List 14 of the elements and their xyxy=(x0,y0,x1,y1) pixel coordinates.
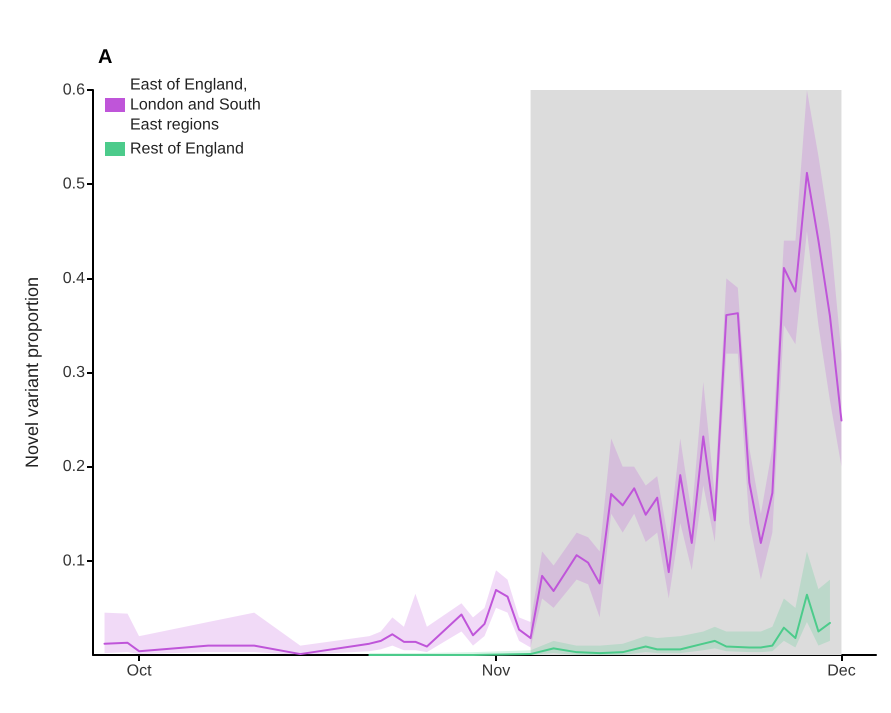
y-tick-label: 0.5 xyxy=(62,176,86,193)
chart-title: A xyxy=(98,46,112,68)
y-tick-label: 0.2 xyxy=(62,458,86,476)
legend-label: Rest of England xyxy=(130,140,244,158)
x-tick-label: Dec xyxy=(827,662,856,680)
y-tick-label: 0.6 xyxy=(62,82,86,98)
y-tick-label: 0.1 xyxy=(62,552,86,570)
y-tick-label: 0.3 xyxy=(62,364,86,381)
x-tick-label: Oct xyxy=(126,662,152,680)
y-tick-label: 0.4 xyxy=(62,270,86,287)
legend-label: East of England, London and South East regions xyxy=(130,76,266,134)
line-series xyxy=(368,594,831,656)
x-tick-label: Nov xyxy=(482,662,510,680)
y-axis-title: Novel variant proportion xyxy=(22,276,42,468)
